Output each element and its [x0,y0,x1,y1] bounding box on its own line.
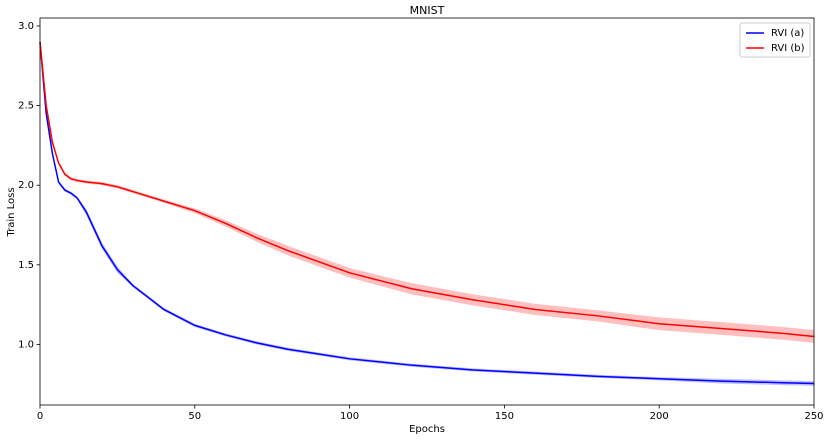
y-tick-label: 2.0 [18,180,34,191]
error-band [40,40,814,343]
x-tick-label: 100 [340,411,359,422]
line [39,41,815,385]
legend-label: RVI (b) [771,43,805,54]
line [39,41,815,338]
y-tick-label: 1.5 [18,260,34,271]
x-tick-label: 0 [37,411,43,422]
y-tick-label: 2.5 [18,101,34,112]
y-tick-label: 3.0 [18,21,34,32]
y-axis-label: Train Loss [6,187,17,237]
error-band [40,40,814,386]
x-tick-label: 200 [650,411,669,422]
chart-title: MNIST [410,4,445,17]
plot-frame [39,17,815,406]
x-axis-label: Epochs [409,424,445,435]
x-tick-label: 250 [804,411,823,422]
x-tick-label: 50 [188,411,201,422]
y-tick-label: 1.0 [18,339,34,350]
legend-label: RVI (a) [771,28,804,39]
x-tick-label: 150 [495,411,514,422]
